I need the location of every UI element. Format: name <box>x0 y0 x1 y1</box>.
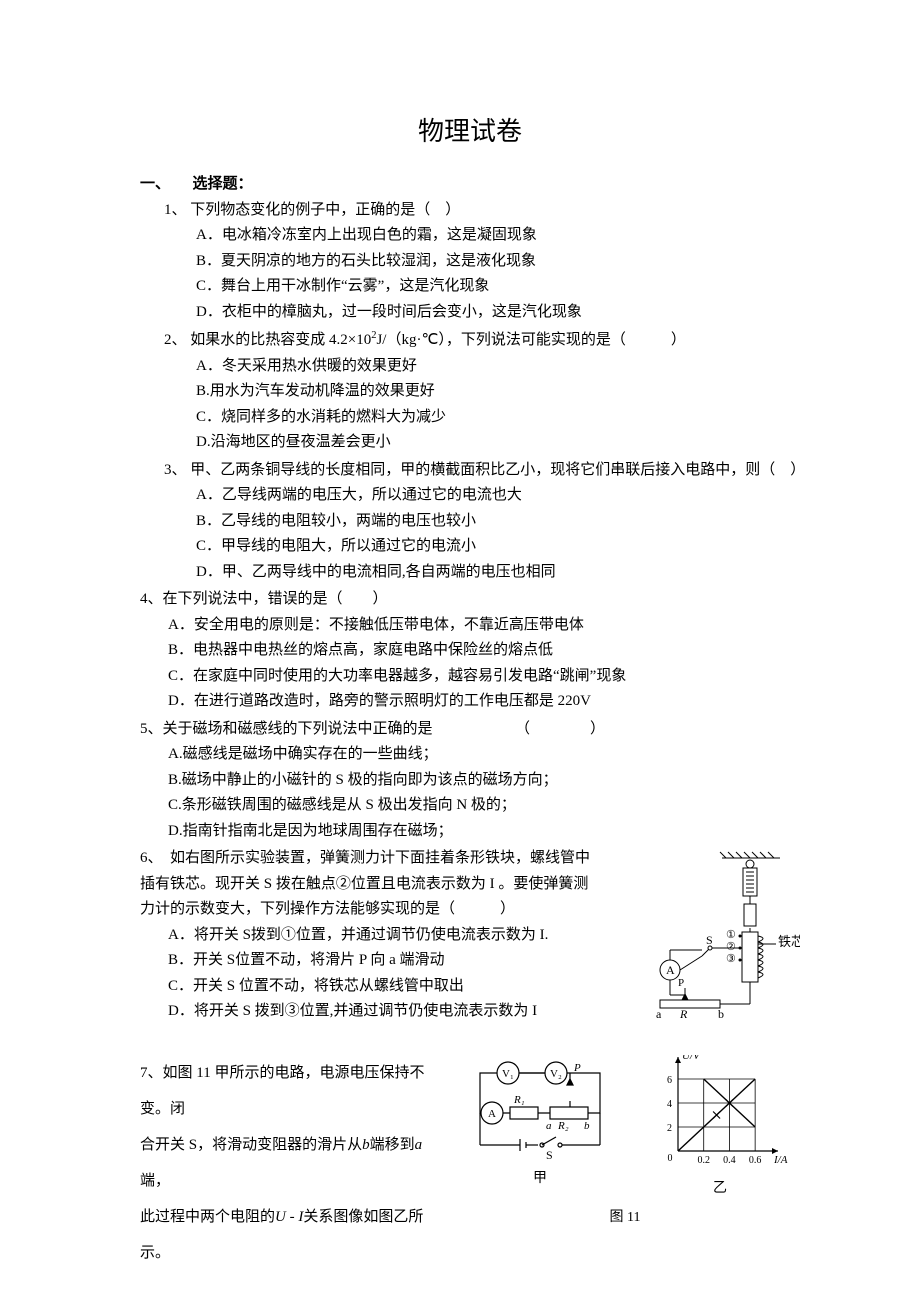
q6-label-r: R <box>679 1007 688 1020</box>
q2-opt-a: A．冬天采用热水供暖的效果更好 <box>196 354 800 380</box>
q5-opt-d: D.指南针指南北是因为地球周围存在磁场； <box>168 819 800 845</box>
svg-text:0: 0 <box>668 1153 673 1164</box>
q6-tap-1: ① <box>726 929 736 941</box>
svg-text:0.2: 0.2 <box>697 1155 710 1166</box>
svg-text:0.4: 0.4 <box>723 1155 736 1166</box>
question-4: 4、在下列说法中，错误的是（ ） A．安全用电的原则是：不接触低压带电体，不靠近… <box>140 587 800 715</box>
q6-tap-2: ② <box>726 941 736 953</box>
q1-opt-a: A．电冰箱冷冻室内上出现白色的霜，这是凝固现象 <box>196 223 800 249</box>
q4-opt-d: D．在进行道路改造时，路旁的警示照明灯的工作电压都是 220V <box>168 689 800 715</box>
q7-left-label: 甲 <box>460 1167 620 1191</box>
svg-text:U/V: U/V <box>682 1055 701 1062</box>
q6-opt-a: A．将开关 S拨到①位置，并通过调节仍使电流表示数为 I. <box>168 923 600 949</box>
q7-label-v1: V₁ <box>502 1068 514 1080</box>
q7-label-br2: b <box>584 1120 590 1132</box>
q7-stem-line2a: 合开关 S，将滑动变阻器的滑片从 <box>140 1137 362 1153</box>
q7-label-s: S <box>546 1148 553 1162</box>
q7-graph: 0 0.2 0.4 0.6 2 4 6 I/A U/V 乙 <box>650 1055 790 1201</box>
q4-stem: 4、在下列说法中，错误的是（ ） <box>140 587 800 613</box>
q7-label-v2: V₂ <box>550 1068 562 1080</box>
question-3: 3、 甲、乙两条铜导线的长度相同，甲的横截面积比乙小，现将它们串联后接入电路中，… <box>140 458 800 586</box>
q7-label-r1: R₁ <box>513 1094 525 1106</box>
q7-stem-ui-italic: U - I <box>275 1209 303 1225</box>
q5-opt-a: A.磁感线是磁场中确实存在的一些曲线； <box>168 742 800 768</box>
q5-stem: 5、关于磁场和磁感线的下列说法中正确的是 （ ） <box>140 717 800 743</box>
q7-label-p: P <box>573 1062 581 1074</box>
q7-right-label: 乙 <box>650 1177 790 1201</box>
page-title: 物理试卷 <box>140 110 800 154</box>
q2-opt-b: B.用水为汽车发动机降温的效果更好 <box>196 379 800 405</box>
svg-text:6: 6 <box>667 1075 672 1086</box>
q3-opt-d: D．甲、乙两导线中的电流相同,各自两端的电压也相同 <box>196 560 800 586</box>
svg-text:2: 2 <box>667 1123 672 1134</box>
q6-label-a: a <box>656 1007 662 1020</box>
question-7: 7、如图 11 甲所示的电路，电源电压保持不变。闭 合开关 S，将滑动变阻器的滑… <box>140 1055 800 1271</box>
q7-circuit: V₁ V₂ P A R₁ a R₂ b S 甲 <box>460 1055 620 1191</box>
q2-stem-a: 2、 如果水的比热容变成 4.2×10 <box>164 332 371 348</box>
q5-opt-c: C.条形磁铁周围的磁感线是从 S 极出发指向 N 极的； <box>168 793 800 819</box>
q4-opt-a: A．安全用电的原则是：不接触低压带电体，不靠近高压带电体 <box>168 613 800 639</box>
svg-text:I/A: I/A <box>773 1154 788 1166</box>
q7-stem-line3a: 此过程中两个电阻的 <box>140 1209 275 1225</box>
q2-opt-c: C．烧同样多的水消耗的燃料大为减少 <box>196 405 800 431</box>
q6-label-b: b <box>718 1007 724 1020</box>
svg-text:0.6: 0.6 <box>749 1155 762 1166</box>
section-heading: 一、 选择题： <box>140 172 800 198</box>
svg-text:4: 4 <box>667 1099 672 1110</box>
q7-label-r2: R₂ <box>557 1120 569 1132</box>
q7-figures: V₁ V₂ P A R₁ a R₂ b S 甲 <box>460 1055 790 1271</box>
q7-stem: 7、如图 11 甲所示的电路，电源电压保持不变。闭 合开关 S，将滑动变阻器的滑… <box>140 1055 450 1271</box>
q7-stem-b-italic: b <box>362 1137 370 1153</box>
q7-label-ar2: a <box>546 1120 552 1132</box>
q5-opt-b: B.磁场中静止的小磁针的 S 极的指向即为该点的磁场方向； <box>168 768 800 794</box>
q7-stem-line2c: 端， <box>140 1173 170 1189</box>
q3-stem: 3、 甲、乙两条铜导线的长度相同，甲的横截面积比乙小，现将它们串联后接入电路中，… <box>140 458 800 484</box>
q6-figure: 铁芯 ① ② ③ S A <box>630 850 800 1020</box>
q6-label-s: S <box>706 933 713 947</box>
q4-opt-c: C．在家庭中同时使用的大功率电器越多，越容易引发电路“跳闸”现象 <box>168 664 800 690</box>
q7-stem-line2b: 端移到 <box>370 1137 415 1153</box>
q3-opt-b: B．乙导线的电阻较小，两端的电压也较小 <box>196 509 800 535</box>
q1-stem: 1、 下列物态变化的例子中，正确的是（ ） <box>140 198 800 224</box>
question-5: 5、关于磁场和磁感线的下列说法中正确的是 （ ） A.磁感线是磁场中确实存在的一… <box>140 717 800 845</box>
q7-caption: 图 11 <box>460 1206 790 1230</box>
q7-label-a: A <box>488 1108 496 1120</box>
q3-opt-c: C．甲导线的电阻大，所以通过它的电流小 <box>196 534 800 560</box>
q7-stem-line1: 7、如图 11 甲所示的电路，电源电压保持不变。闭 <box>140 1065 424 1117</box>
q1-opt-b: B．夏天阴凉的地方的石头比较湿润，这是液化现象 <box>196 249 800 275</box>
question-1: 1、 下列物态变化的例子中，正确的是（ ） A．电冰箱冷冻室内上出现白色的霜，这… <box>140 198 800 326</box>
q6-label-ammeter: A <box>666 963 675 977</box>
q2-opt-d: D.沿海地区的昼夜温差会更小 <box>196 430 800 456</box>
q1-opt-d: D．衣柜中的樟脑丸，过一段时间后会变小，这是汽化现象 <box>196 300 800 326</box>
question-6: 铁芯 ① ② ③ S A <box>140 846 800 1025</box>
q1-opt-c: C．舞台上用干冰制作“云雾”，这是汽化现象 <box>196 274 800 300</box>
q6-label-p: P <box>678 977 684 989</box>
q3-opt-a: A．乙导线两端的电压大，所以通过它的电流也大 <box>196 483 800 509</box>
q7-stem-a-italic: a <box>415 1137 423 1153</box>
q2-stem: 2、 如果水的比热容变成 4.2×102J/（kg·℃），下列说法可能实现的是（… <box>140 327 800 354</box>
q6-label-core: 铁芯 <box>778 934 800 949</box>
q6-figure-svg: 铁芯 ① ② ③ S A <box>630 850 800 1020</box>
question-2: 2、 如果水的比热容变成 4.2×102J/（kg·℃），下列说法可能实现的是（… <box>140 327 800 456</box>
q4-opt-b: B．电热器中电热丝的熔点高，家庭电路中保险丝的熔点低 <box>168 638 800 664</box>
q2-stem-b: J/（kg·℃），下列说法可能实现的是（ ） <box>376 332 685 348</box>
q6-stem: 6、 如右图所示实验装置，弹簧测力计下面挂着条形铁块，螺线管中插有铁芯。现开关 … <box>140 846 600 923</box>
q6-tap-3: ③ <box>726 953 736 965</box>
